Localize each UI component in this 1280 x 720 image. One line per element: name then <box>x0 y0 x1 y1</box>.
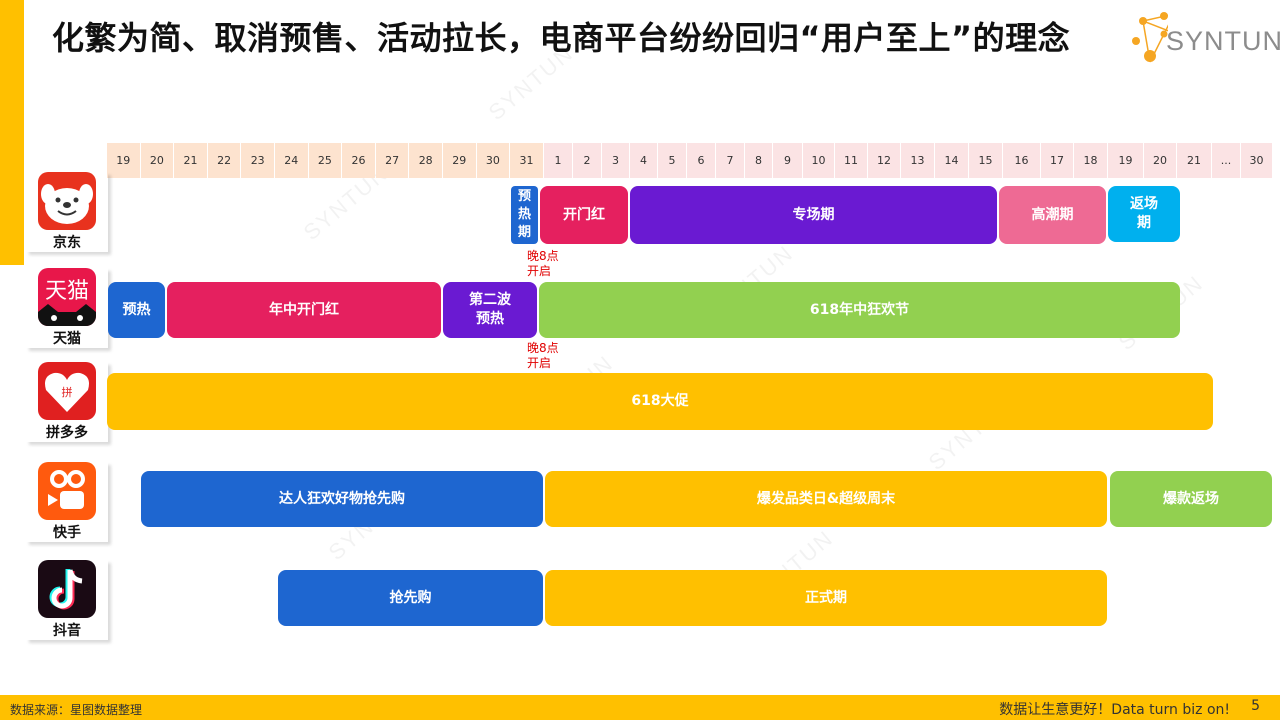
phase-jd-climax: 高潮期 <box>999 186 1106 244</box>
month-header-june: 6月 <box>898 118 919 133</box>
phase-jd-opening: 开门红 <box>540 186 628 244</box>
phase-pdd-promo: 618大促 <box>107 373 1213 430</box>
day-cell-may: 31 <box>510 143 543 178</box>
day-cell-june: 17 <box>1041 143 1073 178</box>
day-cell-may: 25 <box>308 143 342 178</box>
brand-name: SYNTUN <box>1166 26 1280 56</box>
day-cell-may: 29 <box>443 143 476 178</box>
svg-text:拼: 拼 <box>62 385 73 399</box>
day-cell-june: 6 <box>687 143 715 178</box>
day-cell-june: 7 <box>716 143 744 178</box>
month-header-may: 5月 <box>314 118 336 133</box>
phase-kuaishou-return: 爆款返场 <box>1110 471 1272 527</box>
day-cell-june: 21 <box>1177 143 1211 178</box>
platform-name: 快手 <box>53 525 81 541</box>
day-cell-june: 1 <box>544 143 572 178</box>
footer-bar: 数据来源：星图数据整理 数据让生意更好！Data turn biz on! 5 <box>0 695 1280 720</box>
day-cell-may: 22 <box>207 143 241 178</box>
day-cell-june: 5 <box>658 143 686 178</box>
platform-tmall: 天猫 天猫 <box>26 268 108 348</box>
tmall-start-note: 晚8点 开启 <box>527 341 559 370</box>
phase-tmall-festival: 618年中狂欢节 <box>539 282 1180 338</box>
svg-text:天猫: 天猫 <box>45 279 89 304</box>
day-cell-may: 27 <box>375 143 409 178</box>
platform-name: 天猫 <box>53 331 81 347</box>
day-cell-june: ... <box>1212 143 1240 178</box>
network-logo-icon <box>1132 12 1175 63</box>
phase-kuaishou-main: 爆发品类日&超级周末 <box>545 471 1107 527</box>
phase-jd-special: 专场期 <box>630 186 997 244</box>
platform-name: 拼多多 <box>46 425 88 441</box>
data-source: 数据来源：星图数据整理 <box>10 703 143 717</box>
syntun-logo: SYNTUN <box>1118 10 1280 65</box>
page-title: 化繁为简、取消预售、活动拉长，电商平台纷纷回归“用户至上”的理念 <box>52 19 1071 57</box>
day-cell-june: 3 <box>602 143 629 178</box>
phase-tmall-opening: 年中开门红 <box>167 282 441 338</box>
phase-tmall-preheat: 预热 <box>108 282 165 338</box>
day-cell-may: 26 <box>342 143 375 178</box>
day-cell-june: 18 <box>1074 143 1107 178</box>
day-cell-may: 28 <box>409 143 442 178</box>
day-cell-june: 20 <box>1144 143 1176 178</box>
platform-douyin: 抖音 <box>26 560 108 640</box>
day-cell-june: 19 <box>1108 143 1143 178</box>
day-cell-may: 19 <box>107 143 140 178</box>
day-cell-may: 23 <box>241 143 274 178</box>
phase-tmall-second-preheat: 第二波预热 <box>443 282 537 338</box>
day-cell-june: 30 <box>1241 143 1272 178</box>
day-cell-june: 12 <box>868 143 900 178</box>
day-cell-june: 10 <box>803 143 834 178</box>
day-cell-june: 8 <box>745 143 772 178</box>
day-cell-june: 15 <box>969 143 1002 178</box>
platform-name: 抖音 <box>53 623 81 639</box>
day-cell-may: 30 <box>476 143 510 178</box>
tmall-cat-logo-icon: 天猫 <box>38 268 96 326</box>
day-cell-june: 16 <box>1003 143 1040 178</box>
day-cell-june: 9 <box>773 143 802 178</box>
phase-jd-preheat: 预热期 <box>511 186 538 244</box>
platform-jd: 京东 <box>26 172 108 252</box>
platform-pinduoduo: 拼 拼多多 <box>26 362 108 442</box>
jd-start-note: 晚8点 开启 <box>527 249 559 278</box>
page-number: 5 <box>1251 698 1260 714</box>
phase-douyin-main: 正式期 <box>545 570 1107 626</box>
day-cell-may: 24 <box>275 143 308 178</box>
platform-kuaishou: 快手 <box>26 462 108 542</box>
day-cell-june: 13 <box>901 143 934 178</box>
phase-kuaishou-early: 达人狂欢好物抢先购 <box>141 471 543 527</box>
day-cell-may: 20 <box>140 143 174 178</box>
accent-bar <box>0 0 24 265</box>
day-cell-june: 14 <box>935 143 968 178</box>
platform-name: 京东 <box>53 235 81 251</box>
day-cell-may: 21 <box>174 143 207 178</box>
kuaishou-camera-logo-icon <box>38 462 96 520</box>
day-cell-june: 11 <box>835 143 867 178</box>
day-cell-june: 4 <box>630 143 657 178</box>
day-cell-june: 2 <box>573 143 601 178</box>
jd-dog-logo-icon <box>38 172 96 230</box>
slogan: 数据让生意更好！Data turn biz on! <box>999 702 1230 718</box>
douyin-note-logo-icon <box>38 560 96 618</box>
phase-jd-return: 返场期 <box>1108 186 1180 242</box>
pinduoduo-heart-logo-icon: 拼 <box>38 362 96 420</box>
phase-douyin-early: 抢先购 <box>278 570 543 626</box>
